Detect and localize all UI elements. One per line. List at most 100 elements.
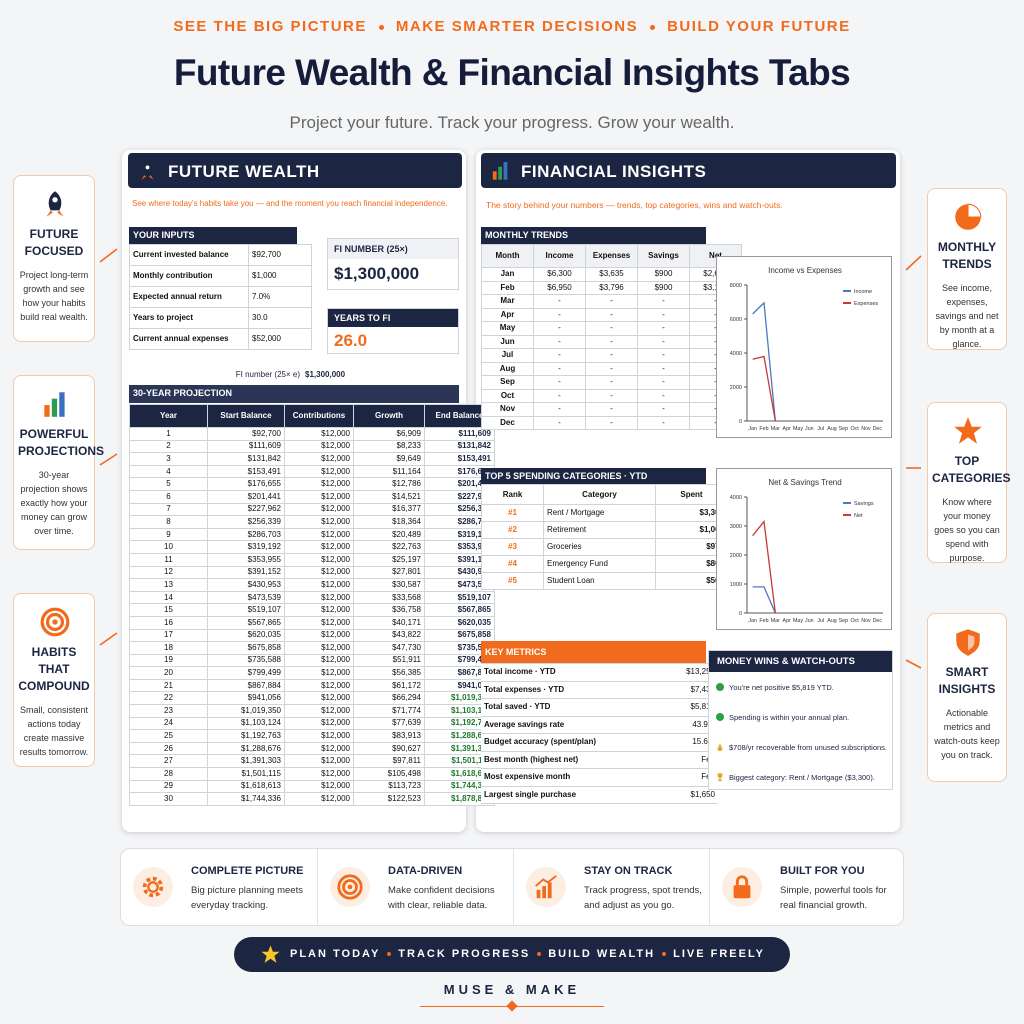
card-text: Small, consistent actions today create m…: [19, 705, 89, 757]
table-cell: $256,339: [207, 515, 285, 529]
table-cell: Apr: [481, 307, 534, 322]
table-cell: #4: [481, 555, 544, 573]
table-cell: Jun: [481, 334, 534, 349]
table-cell: $8,233: [353, 439, 425, 454]
table-row: Nov - - - -: [481, 402, 742, 417]
y-tick-label: 3000: [730, 524, 742, 530]
icon-shape: [145, 165, 150, 170]
card-title: MONTHLY TRENDS: [937, 240, 997, 271]
x-tick-label: Jul: [817, 618, 824, 624]
table-cell: $92,700: [248, 244, 312, 266]
column-header: Expenses: [585, 244, 638, 268]
table-cell: $1,501,115: [207, 767, 285, 781]
table-cell: $567,865: [424, 603, 495, 617]
table-cell: $286,703: [207, 527, 285, 542]
table-cell: -: [585, 361, 638, 376]
icon: [142, 876, 164, 898]
table-cell: -: [637, 348, 690, 363]
table-row: 16 $567,865 $12,000 $40,171 $620,035: [129, 615, 495, 630]
icon: [46, 191, 64, 217]
table-cell: Retirement: [543, 521, 656, 539]
x-tick-label: Jan: [748, 426, 757, 432]
table-row: Years to project 30.0: [129, 307, 312, 329]
x-tick-label: Aug: [827, 426, 836, 432]
panel-title: FINANCIAL INSIGHTS: [521, 162, 707, 181]
tagline-item: SEE THE BIG PICTURE: [173, 18, 367, 35]
fi-note-value: $1,300,000: [305, 370, 346, 379]
table-cell: $12,000: [284, 540, 354, 554]
table-cell: -: [533, 334, 586, 349]
projection-table: Year Start Balance Contributions Growth End …: [129, 404, 495, 806]
table-row: #3 Groceries $970: [481, 538, 728, 556]
table-cell: $430,953: [207, 578, 285, 592]
table-row: 4 $153,491 $12,000 $11,164 $176,655: [129, 464, 495, 479]
legend-label: Expenses: [854, 301, 878, 307]
y-tick-label: 4000: [730, 351, 742, 357]
table-cell: $675,858: [207, 641, 285, 655]
table-row: 15 $519,107 $12,000 $36,758 $567,865: [129, 603, 495, 617]
table-cell: -: [533, 321, 586, 336]
table-cell: Largest single purchase: [481, 785, 637, 804]
table-cell: $71,774: [353, 704, 425, 718]
table-cell: Student Loan: [543, 572, 656, 590]
table-cell: -: [585, 388, 638, 403]
fi-label: FI NUMBER (25×): [328, 239, 458, 259]
table-row: May - - - -: [481, 321, 742, 336]
line-chart: Income vs Expenses 0 2000 4000 6000 8000 Jan Fe…: [716, 256, 892, 438]
icon-shape: [717, 773, 723, 781]
table-cell: $1,288,676: [207, 741, 285, 756]
table-cell: $12,000: [284, 704, 354, 718]
x-tick-label: Aug: [827, 618, 836, 624]
feature-title: DATA-DRIVEN: [388, 865, 463, 877]
years-value: 26.0: [334, 331, 368, 350]
table-cell: Monthly contribution: [129, 265, 249, 287]
table-cell: Total income · YTD: [481, 663, 637, 682]
brand: MUSE & MAKE: [443, 982, 581, 997]
table-cell: $12,000: [284, 603, 354, 617]
icon-shape: [498, 166, 503, 180]
table-cell: Average savings rate: [481, 715, 637, 734]
table-cell: -: [585, 307, 638, 322]
table-cell: $51,911: [353, 653, 425, 668]
top-spending-table: Rank Category Spent #1 Rent / Mortgage $3,300…: [481, 484, 728, 590]
table-cell: $3,796: [585, 280, 638, 295]
table-cell: $1,391,303: [207, 754, 285, 769]
tagline: SEE THE BIG PICTURE MAKE SMARTER DECISION…: [0, 18, 1024, 38]
table-cell: $27,801: [353, 565, 425, 580]
table-cell: Rent / Mortgage: [543, 504, 656, 522]
feature-card: POWERFUL PROJECTIONS 30-year projection s…: [13, 375, 104, 550]
table-row: Largest single purchase $1,650: [481, 785, 718, 804]
table-row: 26 $1,288,676 $12,000 $90,627 $1,391,303: [129, 741, 495, 756]
table-cell: 24: [129, 716, 208, 731]
table-cell: $12,000: [284, 615, 354, 630]
table-cell: Oct: [481, 388, 534, 403]
table-cell: 8: [129, 515, 208, 529]
table-title: YOUR INPUTS: [129, 227, 297, 244]
x-tick-label: Jun: [805, 426, 814, 432]
banner-item: PLAN TODAY: [290, 948, 381, 960]
table-cell: #5: [481, 572, 544, 590]
table-row: 22 $941,056 $12,000 $66,294 $1,019,350: [129, 691, 495, 706]
table-title: KEY METRICS: [481, 641, 706, 663]
x-tick-label: Mar: [771, 426, 780, 432]
table-cell: $12,000: [284, 628, 354, 643]
table-row: Mar - - - -: [481, 294, 742, 309]
table-cell: 27: [129, 754, 208, 769]
table-cell: Mar: [481, 294, 534, 309]
table-row: Aug - - - -: [481, 361, 742, 376]
table-cell: $1,744,336: [207, 792, 285, 806]
table-cell: #1: [481, 504, 544, 522]
table-cell: -: [533, 415, 586, 430]
table-cell: $18,364: [353, 515, 425, 529]
table-row: Expected annual return 7.0%: [129, 286, 312, 308]
icon-shape: [147, 881, 159, 893]
card-title: HABITS THAT COMPOUND: [18, 645, 90, 693]
table-row: 24 $1,103,124 $12,000 $77,639 $1,192,763: [129, 716, 495, 731]
icon-shape: [542, 886, 546, 899]
panel-header: FUTURE WEALTH: [128, 153, 462, 188]
table-cell: 11: [129, 552, 208, 567]
icon: [733, 875, 751, 899]
x-tick-label: Dec: [873, 618, 883, 624]
table-title: MONTHLY TRENDS: [481, 227, 706, 244]
table-cell: #2: [481, 521, 544, 539]
